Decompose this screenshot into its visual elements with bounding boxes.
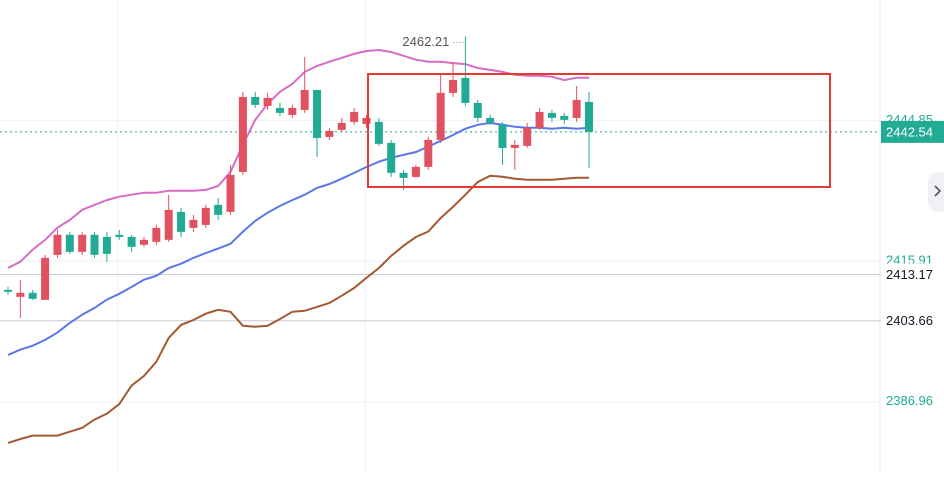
candle-body — [53, 234, 62, 255]
candle-body — [189, 219, 198, 228]
price-tag-label: 2403.66 — [886, 313, 933, 328]
candle-body — [523, 127, 532, 146]
high-annotation: 2462.21 — [402, 34, 449, 49]
candle-body — [535, 111, 544, 128]
candle-body — [585, 101, 593, 132]
candle-body — [449, 79, 458, 93]
candle-body — [201, 207, 210, 225]
candle-body — [436, 92, 445, 140]
candle-body — [473, 102, 482, 118]
candle-body — [424, 139, 433, 167]
candle-body — [288, 107, 297, 115]
candle-body — [362, 117, 371, 124]
candle-body — [263, 97, 272, 106]
candle-body — [350, 111, 359, 122]
highlight-box — [367, 73, 831, 188]
candle-body — [214, 204, 223, 215]
indicator-line — [7, 48, 589, 269]
candle-body — [90, 234, 99, 255]
candle-body — [387, 142, 396, 173]
candle-body — [374, 121, 383, 144]
candle-body — [325, 130, 334, 137]
candle-body — [65, 234, 74, 252]
price-tag — [881, 263, 944, 286]
candle-body — [4, 289, 12, 292]
candle-body — [399, 172, 408, 178]
price-tag-label: 2442.54 — [886, 124, 933, 139]
candle-body — [115, 234, 124, 237]
price-tag — [881, 120, 944, 143]
indicator-lines — [7, 48, 590, 444]
scroll-button-bg[interactable] — [928, 172, 944, 212]
y-tick-label: 2386.96 — [886, 393, 933, 408]
candle-body — [300, 89, 309, 110]
candle-body — [461, 77, 470, 103]
candle-body — [164, 209, 173, 240]
price-tag — [881, 309, 944, 332]
candle-body — [127, 236, 136, 247]
candle-body — [498, 124, 507, 148]
candle-body — [411, 166, 420, 177]
candle-body — [337, 122, 346, 130]
candle-body — [177, 211, 186, 232]
price-tag-label: 2413.17 — [886, 267, 933, 282]
candle-body — [28, 292, 37, 299]
scroll-button[interactable] — [928, 172, 944, 212]
scroll-arrow[interactable] — [934, 185, 942, 197]
candle-body — [275, 107, 284, 113]
candle-body — [486, 117, 495, 123]
candle-body — [102, 236, 111, 254]
candle-body — [547, 112, 556, 118]
candle-body — [251, 96, 260, 105]
candle-body — [313, 89, 322, 138]
candle-body — [238, 96, 247, 172]
indicator-line — [7, 121, 590, 356]
candles: 2462.21 — [4, 34, 593, 318]
candle-body — [78, 234, 87, 252]
candle-body — [41, 257, 50, 300]
candle-body — [560, 115, 569, 120]
candle-body — [16, 292, 25, 297]
candle-body — [139, 239, 148, 245]
candle-body — [226, 174, 235, 212]
candle-body — [572, 99, 581, 118]
price-axis: 2386.962415.912444.852442.542413.172403.… — [881, 112, 944, 408]
candle-body — [510, 144, 519, 148]
indicator-line — [7, 174, 589, 444]
candle-body — [152, 227, 161, 242]
